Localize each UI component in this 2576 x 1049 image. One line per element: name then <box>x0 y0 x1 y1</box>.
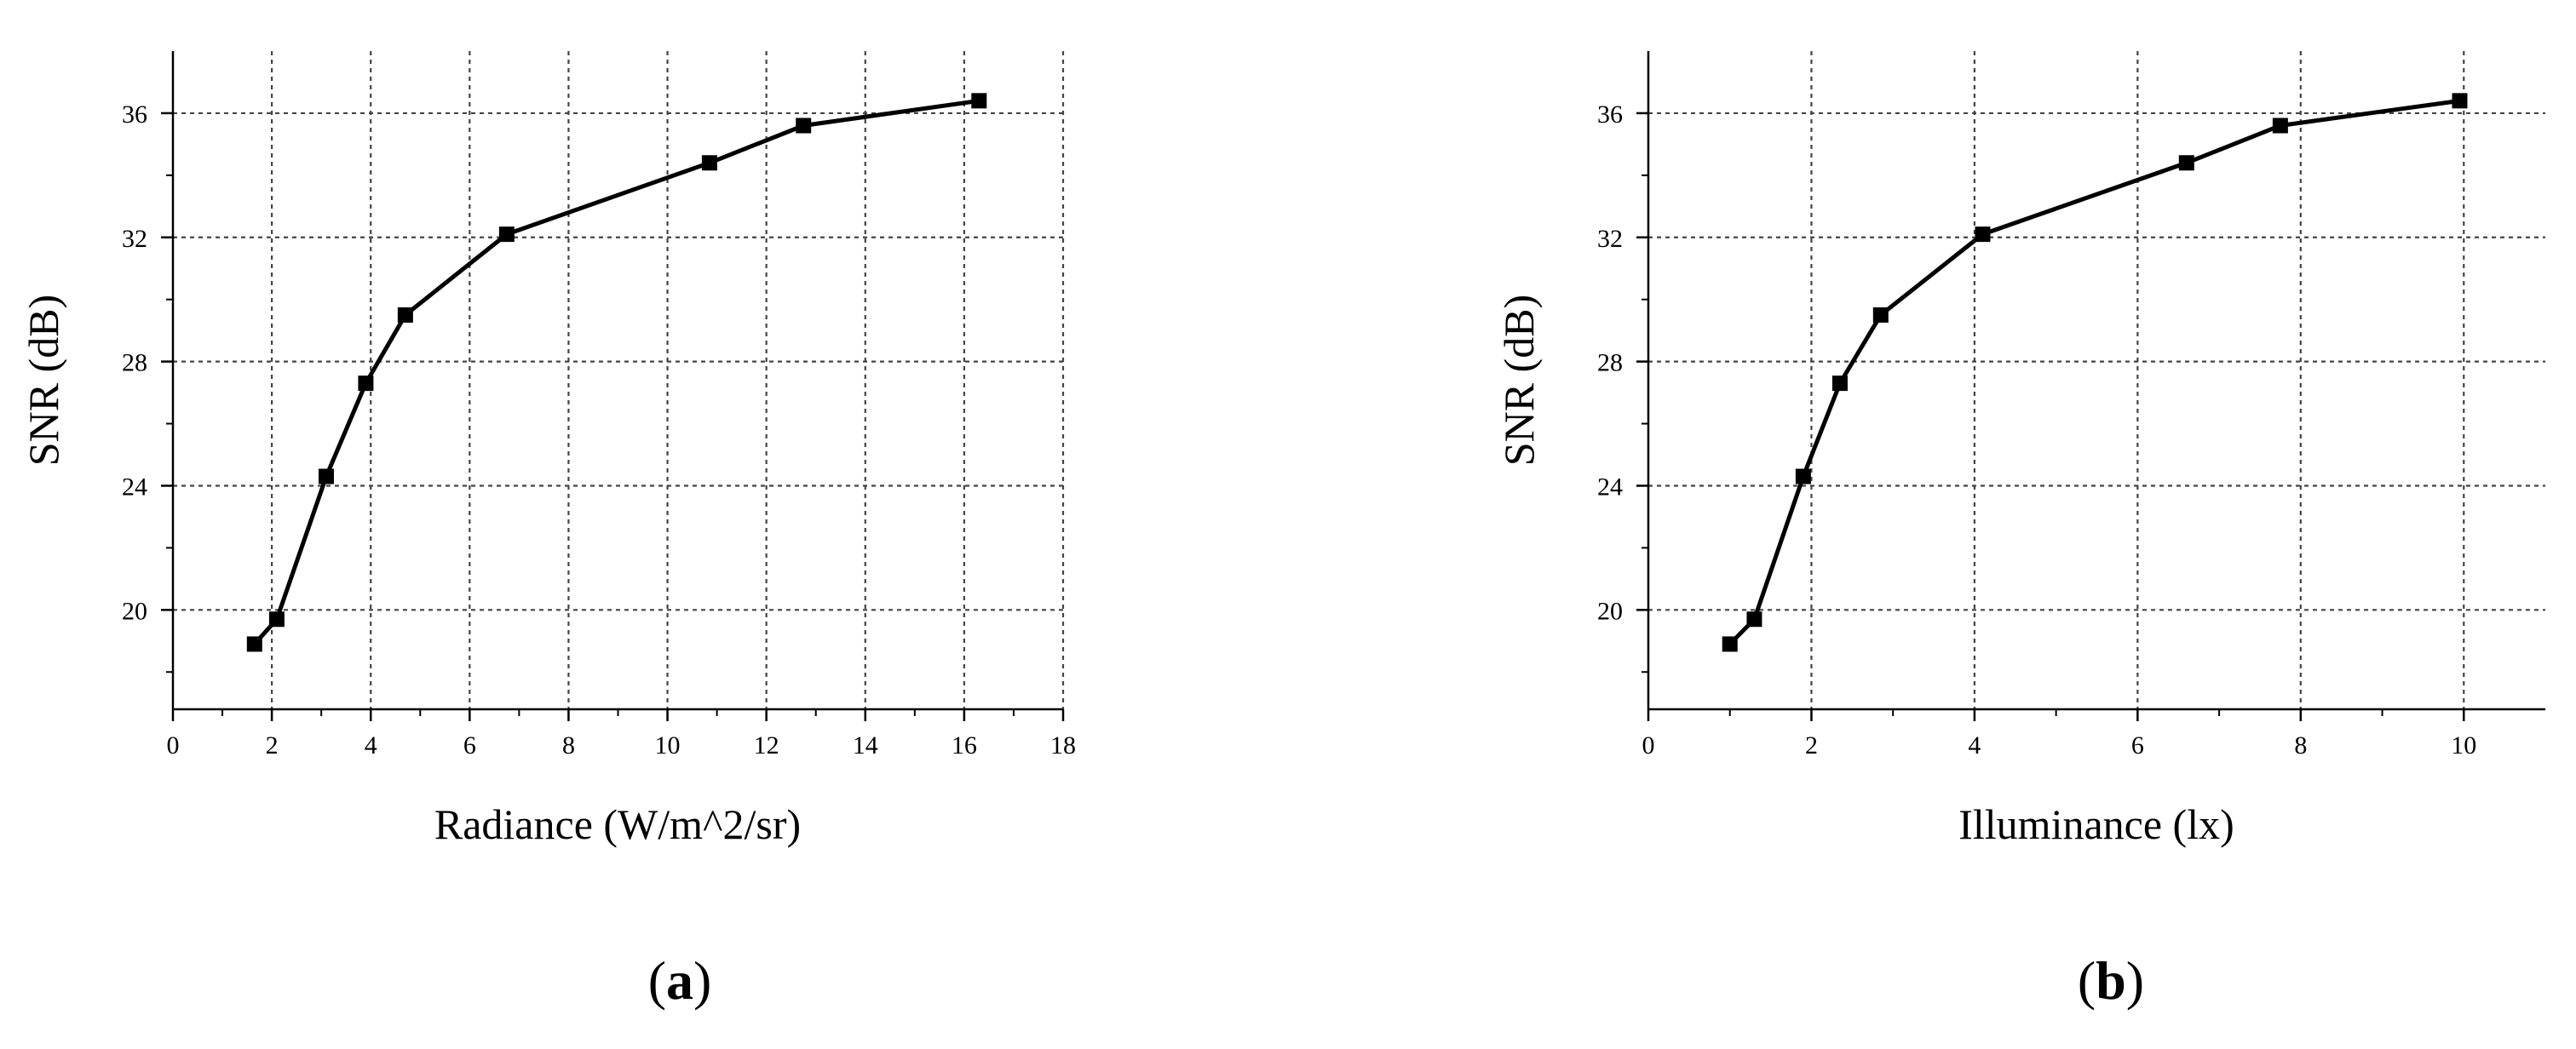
x-tick-label: 2 <box>1805 731 1818 760</box>
data-point-marker <box>2272 118 2288 134</box>
data-point-marker <box>971 93 987 109</box>
data-point-marker <box>498 226 515 243</box>
x-tick-label: 0 <box>1642 731 1655 760</box>
panel-caption-a: (a) <box>647 950 712 1011</box>
y-axis-title: SNR (dB) <box>1495 295 1543 466</box>
x-tick-label: 8 <box>562 731 575 760</box>
data-point-marker <box>358 375 374 392</box>
data-point-marker <box>268 611 285 628</box>
x-tick-label: 0 <box>167 731 180 760</box>
x-tick-label: 10 <box>655 731 681 760</box>
data-point-marker <box>1831 375 1848 392</box>
panel-caption-b: (b) <box>2077 950 2145 1011</box>
x-tick-label: 2 <box>266 731 279 760</box>
data-point-marker <box>1722 636 1738 652</box>
x-tick-label: 14 <box>853 731 878 760</box>
y-tick-label: 24 <box>122 473 147 501</box>
x-tick-label: 8 <box>2294 731 2307 760</box>
data-point-marker <box>2178 155 2194 171</box>
series-line <box>1728 98 2460 646</box>
data-point-marker <box>2452 93 2468 109</box>
y-tick-label: 20 <box>1597 597 1623 625</box>
x-tick-label: 16 <box>952 731 977 760</box>
y-tick-label: 20 <box>122 597 147 625</box>
series-line <box>252 98 980 646</box>
x-tick-label: 4 <box>1968 731 1981 760</box>
data-point-marker <box>1872 307 1889 323</box>
data-point-marker <box>318 468 334 484</box>
y-axis-title: SNR (dB) <box>20 295 67 466</box>
panel-caption-letter-b: b <box>2096 950 2126 1011</box>
data-point-marker <box>796 118 812 134</box>
data-point-marker <box>1795 468 1811 484</box>
data-point-marker <box>1975 226 1991 243</box>
y-tick-label: 32 <box>1597 225 1623 253</box>
data-point-marker <box>1746 611 1762 628</box>
x-tick-label: 4 <box>365 731 377 760</box>
y-tick-label: 36 <box>122 100 147 129</box>
y-tick-label: 32 <box>122 225 147 253</box>
x-tick-label: 18 <box>1050 731 1076 760</box>
data-point-marker <box>397 307 413 323</box>
x-axis-title: Illuminance (lx) <box>1958 800 2234 848</box>
panel-caption-letter-a: a <box>666 950 693 1011</box>
x-tick-label: 6 <box>2131 731 2144 760</box>
y-tick-label: 28 <box>122 349 147 377</box>
data-point-marker <box>246 636 262 652</box>
x-tick-label: 12 <box>754 731 779 760</box>
data-point-marker <box>701 155 717 171</box>
y-tick-label: 24 <box>1597 473 1623 501</box>
x-tick-label: 10 <box>2451 731 2476 760</box>
y-tick-label: 36 <box>1597 100 1623 129</box>
y-tick-label: 28 <box>1597 349 1623 377</box>
x-tick-label: 6 <box>463 731 476 760</box>
x-axis-title: Radiance (W/m^2/sr) <box>434 800 801 848</box>
